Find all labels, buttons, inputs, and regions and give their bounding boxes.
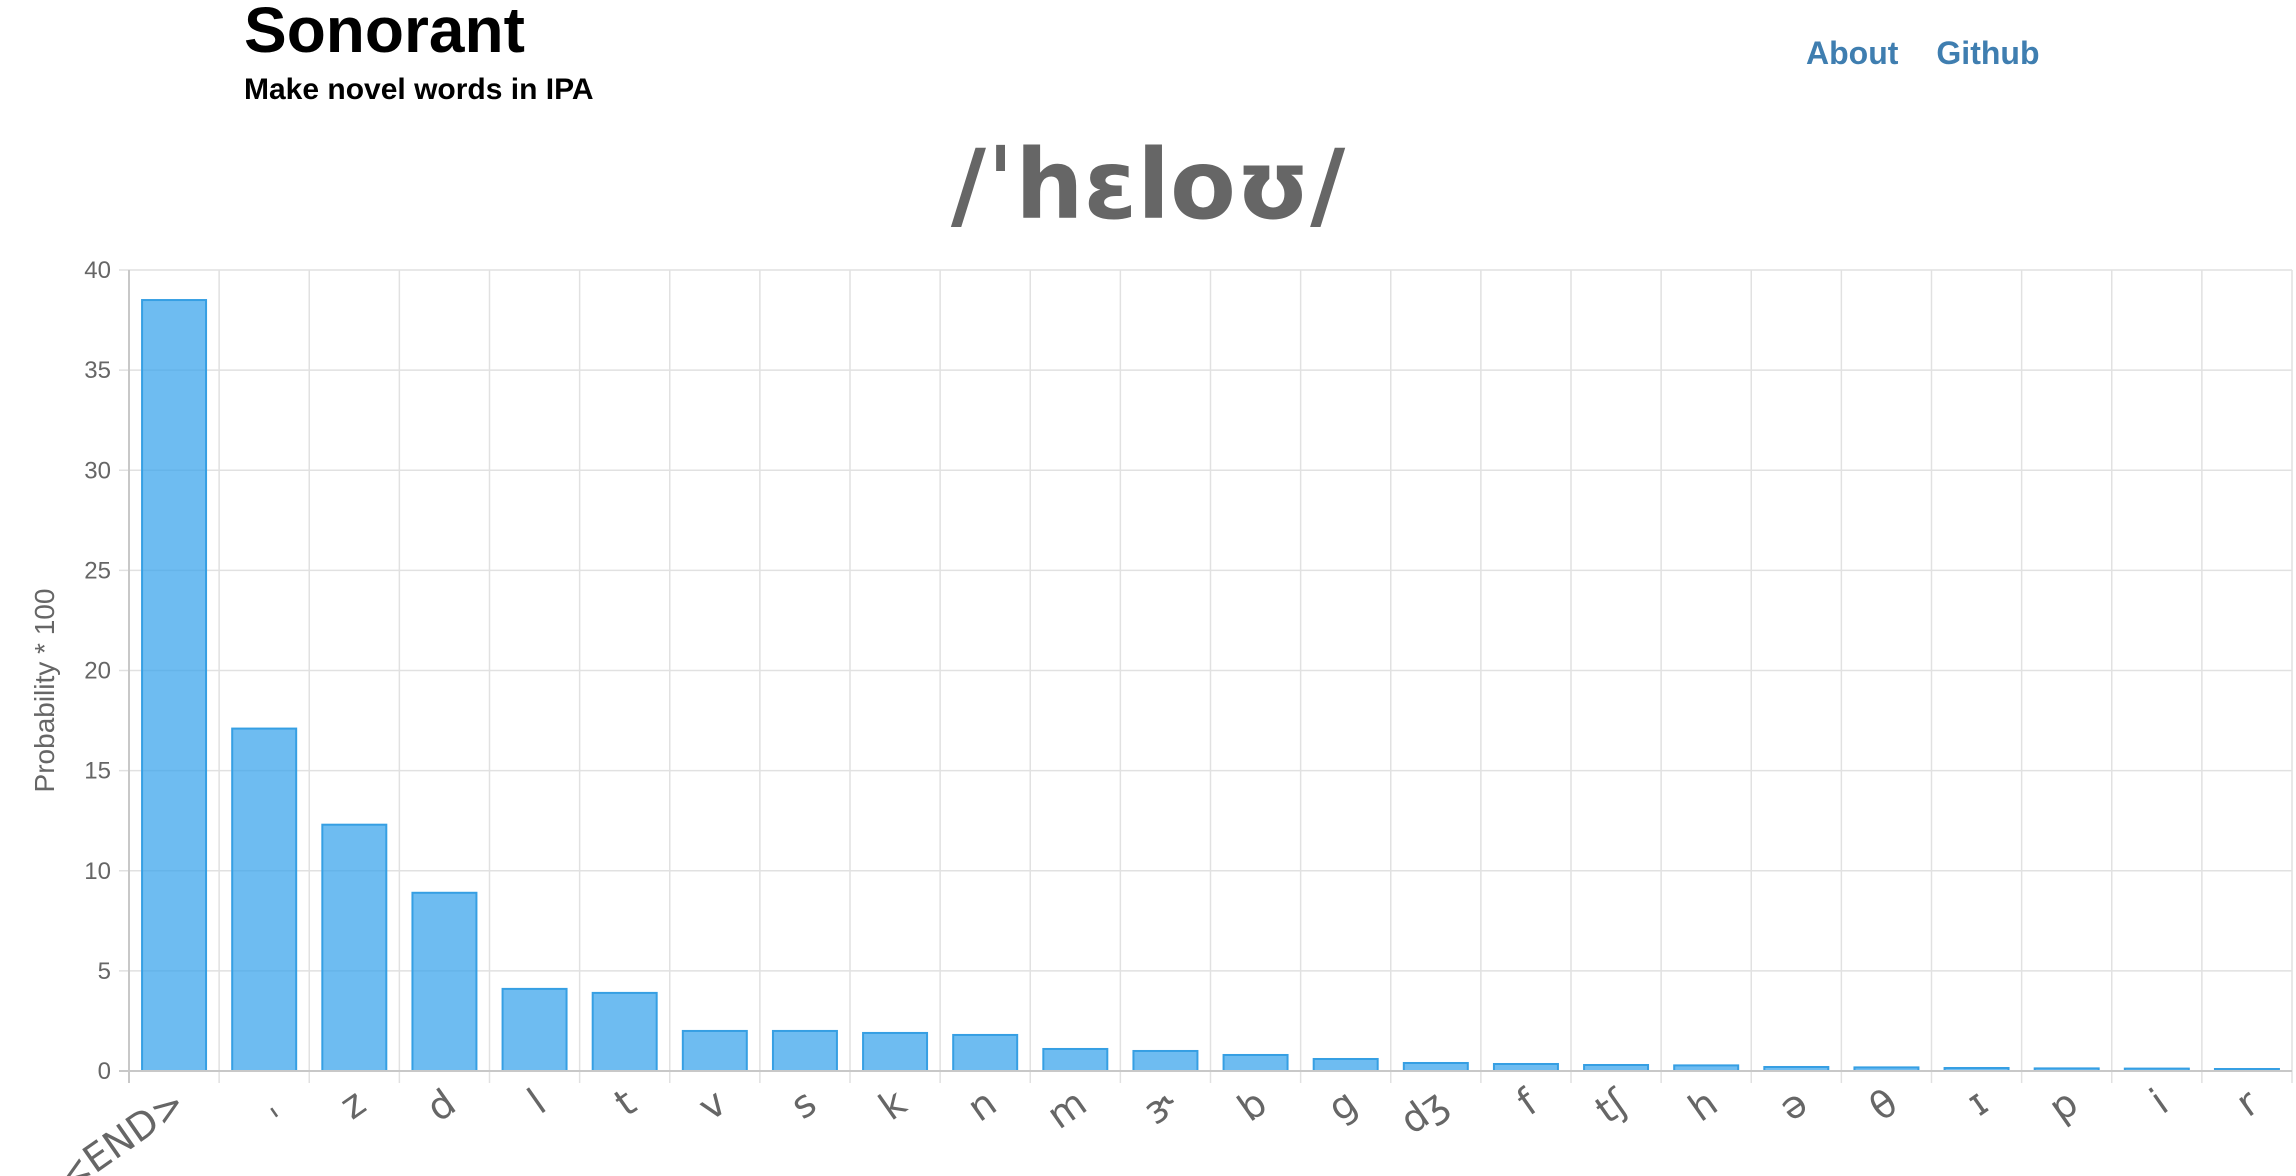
y-axis-title: Probability * 100 (29, 589, 60, 793)
bar-13[interactable] (1312, 1057, 1379, 1072)
bar-7[interactable] (771, 1029, 838, 1073)
x-tick-label: z (332, 1080, 374, 1127)
bar-0[interactable] (141, 299, 208, 1073)
x-tick-label: i (2142, 1080, 2176, 1122)
y-tick-label: 0 (98, 1058, 111, 1085)
chart-axes (119, 270, 2292, 1083)
bar-3[interactable] (411, 891, 478, 1073)
x-tick-label: ˌ (250, 1080, 284, 1122)
top-nav: About Github (1806, 34, 2039, 72)
chart-grid (119, 269, 2293, 1083)
bar-2[interactable] (321, 823, 388, 1072)
x-tick-label: f (1509, 1079, 1547, 1124)
y-tick-label: 40 (84, 257, 111, 284)
x-tick-label: s (783, 1080, 824, 1127)
x-tick-label: ɪ (1959, 1080, 1996, 1124)
y-tick-label: 5 (98, 958, 111, 985)
x-tick-label: l (520, 1080, 554, 1122)
probability-chart: 0 5 10 15 20 25 30 35 40 <END> ˌ z d l t v s k n m ɝ b g dʒ f tʃ… (0, 250, 2296, 1176)
bar-1[interactable] (231, 727, 298, 1072)
bar-6[interactable] (681, 1029, 748, 1073)
chart-bars (141, 299, 2280, 1073)
x-tick-label: tʃ (1587, 1080, 1636, 1133)
x-tick-label: h (1680, 1080, 1725, 1130)
github-link[interactable]: Github (1936, 35, 2040, 71)
x-tick-label: g (1320, 1080, 1365, 1130)
about-link[interactable]: About (1806, 35, 1899, 71)
bar-15[interactable] (1492, 1062, 1559, 1073)
x-tick-label: m (1039, 1080, 1095, 1137)
y-tick-label: 25 (84, 557, 111, 584)
bar-4[interactable] (501, 987, 568, 1073)
bar-11[interactable] (1132, 1049, 1199, 1072)
y-tick-label: 20 (84, 658, 111, 685)
x-tick-label: ɝ (1135, 1080, 1185, 1133)
y-tick-label: 30 (84, 457, 111, 484)
x-tick-label: θ (1861, 1080, 1905, 1129)
x-tick-label: r (2228, 1080, 2266, 1125)
probability-bar-chart: 0 5 10 15 20 25 30 35 40 <END> ˌ z d l t v s k n m ɝ b g dʒ f tʃ… (29, 257, 2293, 1176)
x-tick-label: p (2041, 1080, 2086, 1130)
x-axis-labels: <END> ˌ z d l t v s k n m ɝ b g dʒ f tʃ h ə θ ɪ p i r (49, 1079, 2267, 1176)
y-axis-ticks: 0 5 10 15 20 25 30 35 40 (84, 257, 111, 1085)
bar-12[interactable] (1222, 1053, 1289, 1072)
x-tick-label: n (959, 1080, 1004, 1130)
bar-10[interactable] (1042, 1047, 1109, 1072)
bar-9[interactable] (952, 1033, 1019, 1073)
x-tick-label: t (606, 1080, 643, 1125)
y-tick-label: 35 (84, 357, 111, 384)
bar-5[interactable] (591, 991, 658, 1073)
bar-8[interactable] (862, 1031, 929, 1073)
site-title[interactable]: Sonorant (244, 0, 525, 66)
bar-14[interactable] (1402, 1061, 1469, 1072)
x-tick-label: v (690, 1080, 734, 1129)
y-tick-label: 10 (84, 858, 111, 885)
x-tick-label: d (419, 1080, 464, 1130)
x-tick-label: ə (1771, 1080, 1815, 1129)
x-tick-label: dʒ (1392, 1080, 1455, 1142)
site-subtitle: Make novel words in IPA (244, 73, 594, 106)
y-tick-label: 15 (84, 758, 111, 785)
x-tick-label: k (871, 1080, 914, 1129)
generated-word: /ˈhɛloʊ/ (950, 129, 1346, 241)
x-tick-label: b (1230, 1080, 1275, 1130)
x-tick-label: <END> (49, 1080, 193, 1176)
